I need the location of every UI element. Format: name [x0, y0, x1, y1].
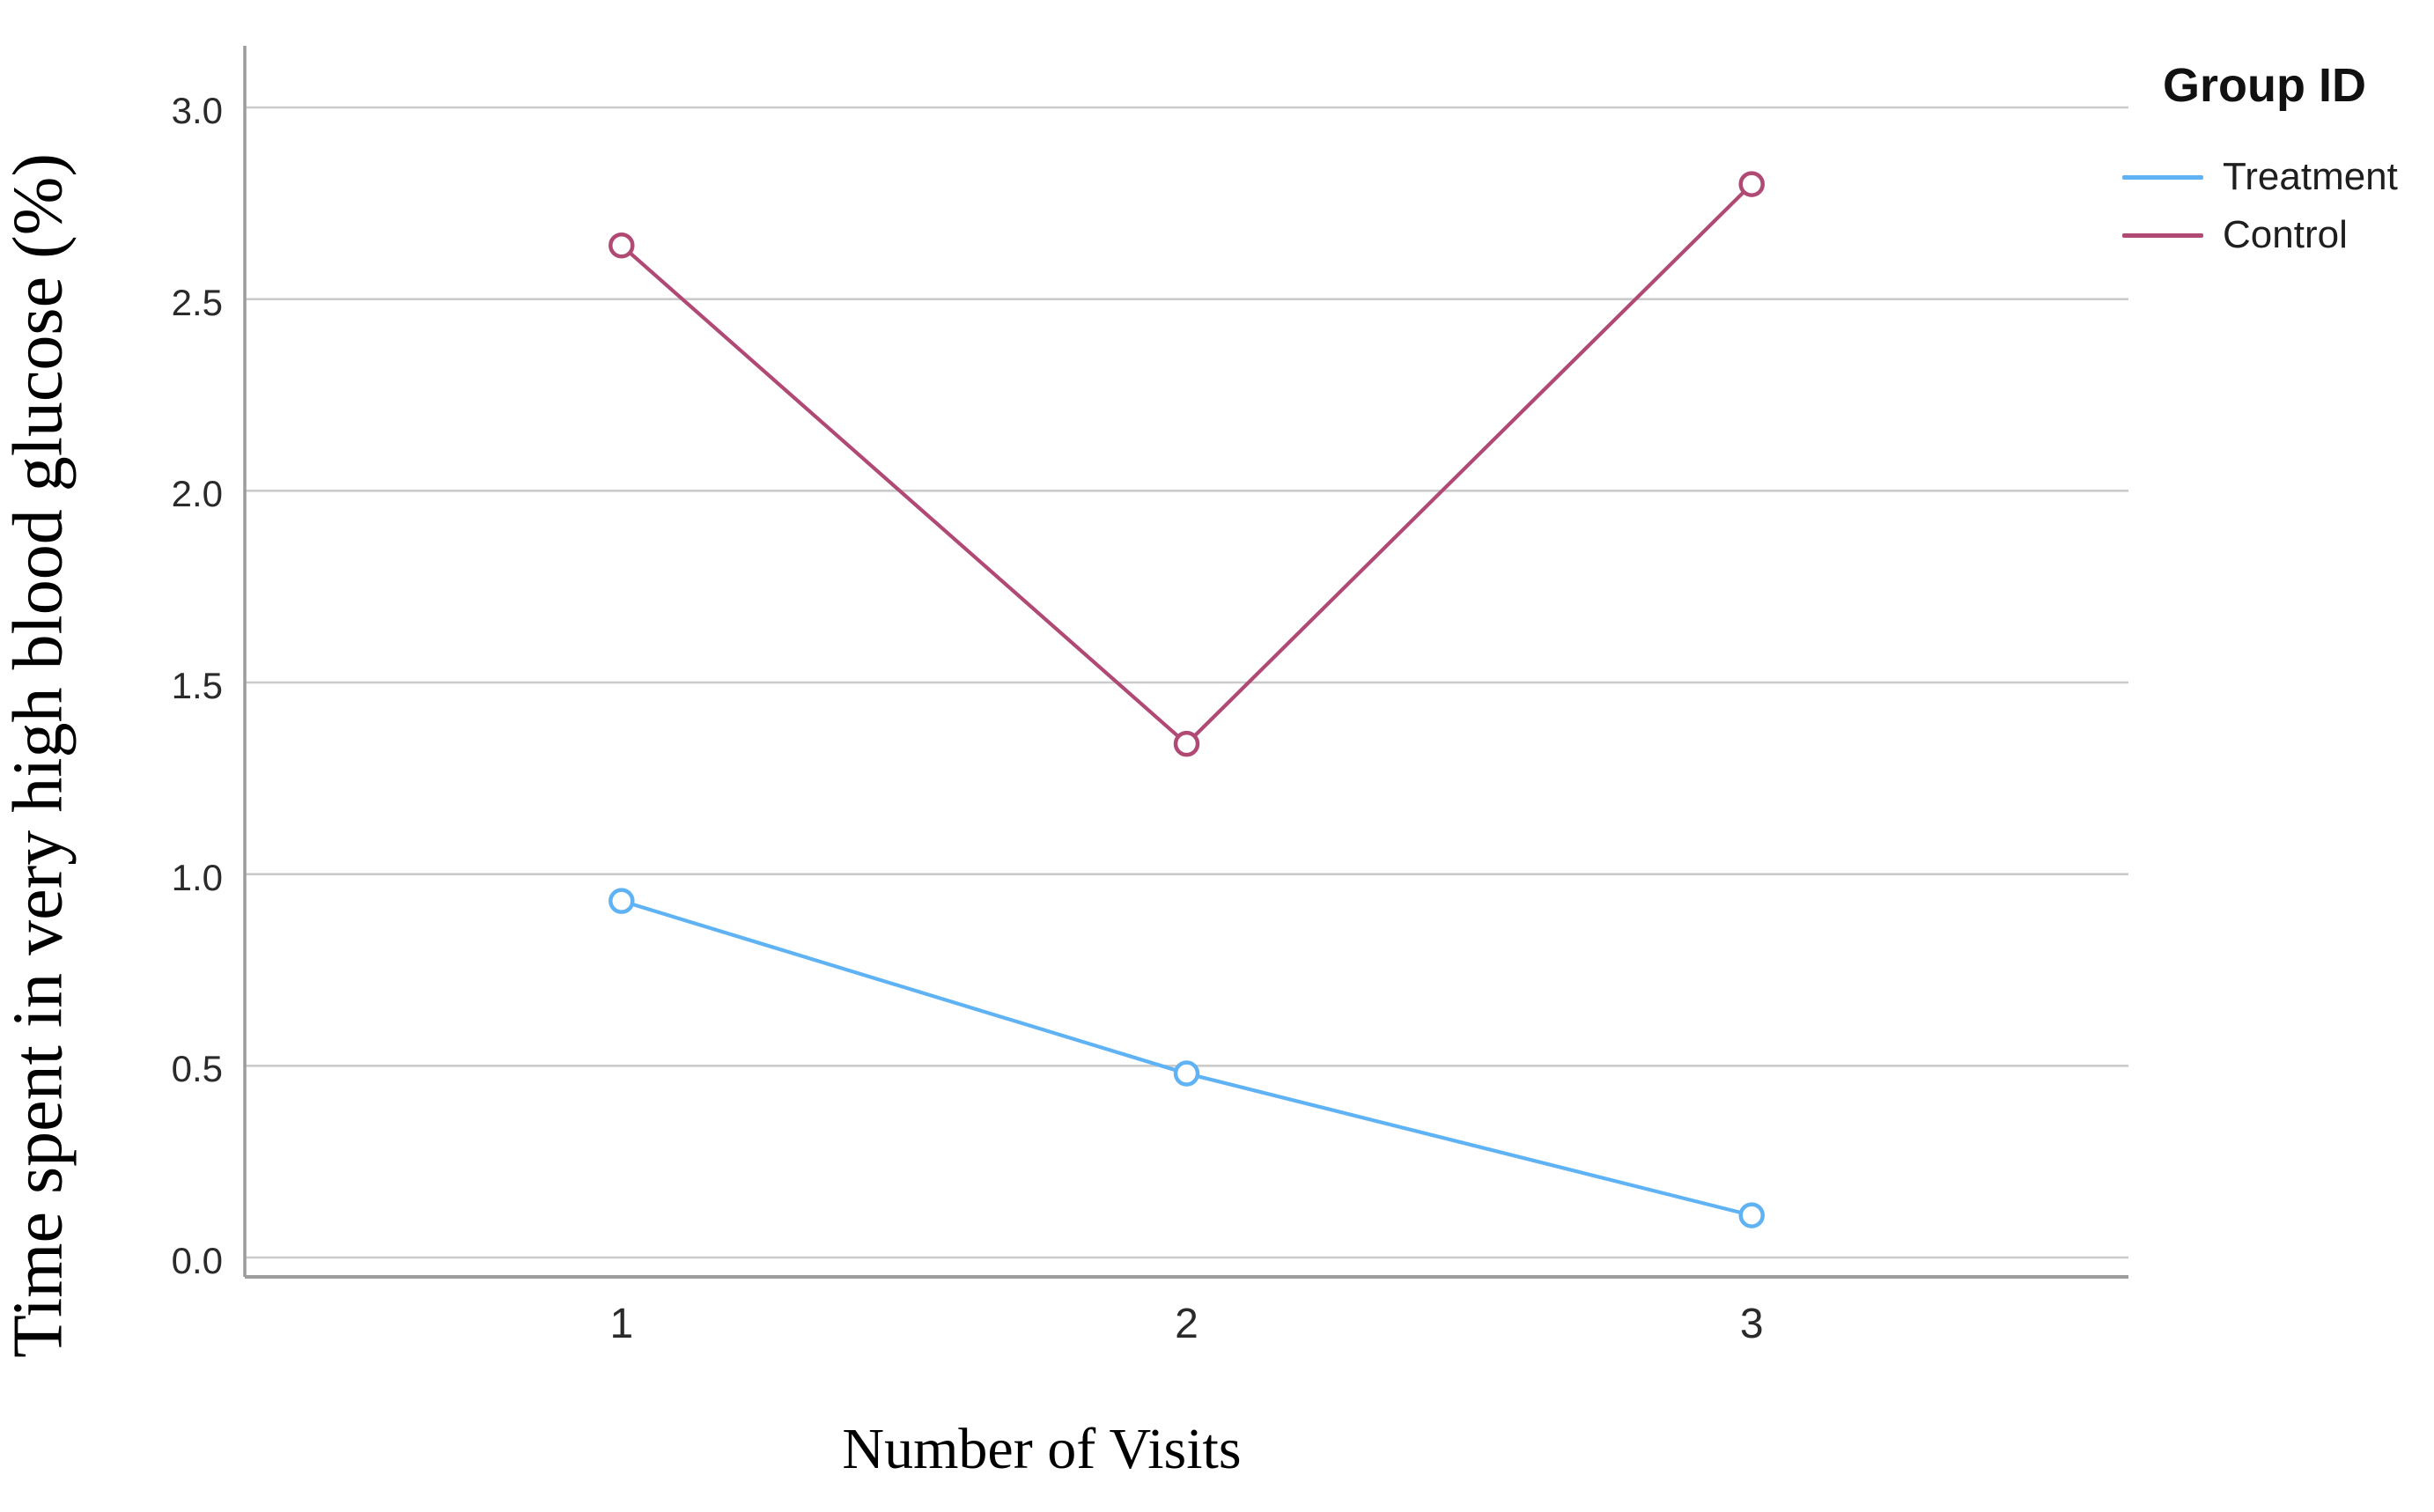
legend-entry-control: Control [2122, 213, 2434, 257]
marker-control-visit-1 [608, 232, 635, 259]
legend-swatch-treatment [2122, 174, 2203, 180]
y-tick-label-1.5: 1.5 [171, 665, 223, 706]
marker-control-visit-2 [1173, 730, 1200, 757]
series-line-control [620, 182, 1753, 747]
marker-treatment-visit-1 [608, 888, 635, 914]
series-line-treatment [621, 899, 1752, 1218]
legend: Group ID Treatment Control [2122, 58, 2434, 257]
y-tick-label-2.5: 2.5 [171, 281, 223, 323]
x-tick-label-3: 3 [1739, 1301, 1764, 1347]
y-tick-label-3.0: 3.0 [171, 90, 223, 131]
marker-treatment-visit-3 [1738, 1202, 1765, 1228]
marker-control-visit-3 [1738, 171, 1765, 197]
marker-treatment-visit-2 [1173, 1060, 1200, 1087]
y-tick-label-1.0: 1.0 [171, 856, 223, 898]
legend-entry-treatment: Treatment [2122, 155, 2434, 199]
legend-title: Group ID [2163, 59, 2366, 112]
x-tick-label-2: 2 [1175, 1301, 1199, 1347]
x-tick-label-1: 1 [609, 1301, 634, 1347]
legend-swatch-control [2122, 232, 2203, 238]
legend-entries: Treatment Control [2122, 155, 2434, 257]
x-axis-title: Number of Visits [842, 1417, 1242, 1481]
legend-label-control: Control [2223, 213, 2348, 256]
legend-label-treatment: Treatment [2223, 155, 2398, 198]
y-tick-label-0.0: 0.0 [171, 1240, 223, 1281]
y-tick-label-0.5: 0.5 [171, 1048, 223, 1090]
y-tick-label-2.0: 2.0 [171, 473, 223, 515]
